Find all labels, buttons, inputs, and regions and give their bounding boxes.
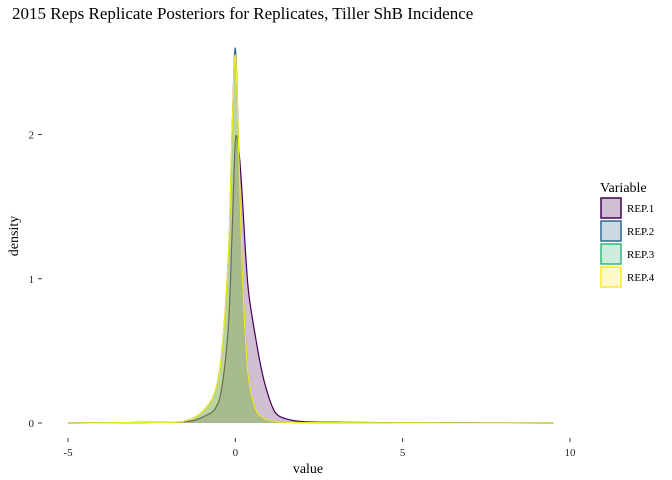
x-axis-title: value	[293, 462, 323, 477]
x-tick-label: 10	[565, 447, 577, 459]
density-line-rep2	[67, 47, 554, 424]
legend-label-rep4: REP.4	[627, 272, 655, 284]
density-areas	[67, 47, 554, 424]
density-line-rep1	[67, 134, 554, 424]
density-line-rep4	[67, 54, 554, 424]
x-tick-label: 5	[400, 447, 406, 459]
legend-title: Variable	[600, 181, 647, 196]
density-fill-rep3	[68, 55, 554, 423]
density-fill-rep2	[68, 47, 554, 423]
density-fill-rep1	[68, 135, 554, 423]
legend-label-rep3: REP.3	[627, 249, 655, 261]
x-tick-label: -5	[63, 447, 73, 459]
legend-label-rep1: REP.1	[627, 203, 654, 215]
density-fill-rep4	[68, 55, 554, 423]
chart-title: 2015 Reps Replicate Posteriors for Repli…	[12, 4, 474, 23]
legend-swatch-rep1	[600, 197, 622, 219]
y-tick-label: 1	[29, 274, 35, 286]
legend-label-rep2: REP.2	[627, 226, 654, 238]
density-line-rep3	[67, 54, 554, 424]
legend-swatch-rep4	[600, 266, 622, 288]
y-tick-label: 0	[29, 418, 35, 430]
legend-swatch-rep2	[600, 220, 622, 242]
y-tick-label: 2	[29, 130, 35, 142]
axes: -5 0 5 10 0 1 2	[29, 130, 577, 459]
x-tick-label: 0	[233, 447, 239, 459]
legend-swatch-rep3	[600, 243, 622, 265]
legend: Variable REP.1 REP.2 REP.3 REP.4	[600, 181, 655, 288]
y-axis-title: density	[7, 216, 22, 256]
